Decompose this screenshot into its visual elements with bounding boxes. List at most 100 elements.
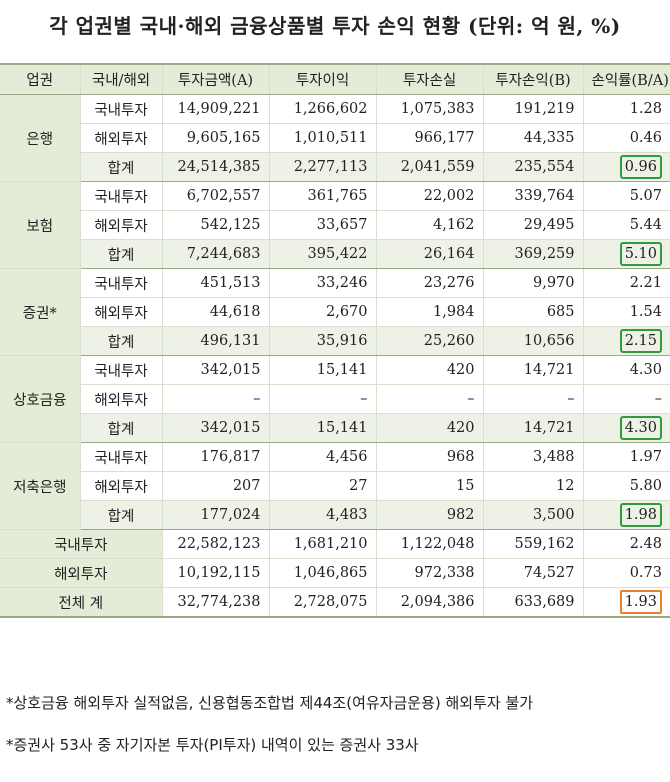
cell-profit: 27: [269, 471, 377, 501]
sector-mutual-finance: 상호금융: [0, 355, 81, 443]
cell-rate: 0.46: [583, 123, 670, 153]
row-label: 국내투자: [80, 268, 163, 298]
header-sector: 업권: [0, 63, 81, 95]
cell-net: 633,689: [483, 587, 584, 618]
row-label: 해외투자: [80, 471, 163, 501]
cell-amount: 451,513: [162, 268, 270, 298]
cell-rate: 4.30: [583, 413, 670, 443]
cell-profit: 15,141: [269, 355, 377, 385]
cell-amount: 6,702,557: [162, 181, 270, 211]
cell-amount: 342,015: [162, 413, 270, 443]
cell-profit: 15,141: [269, 413, 377, 443]
footnote-securities: *증권사 53사 중 자기자본 투자(PI투자) 내역이 있는 증권사 33사: [6, 736, 419, 754]
cell-amount: 9,605,165: [162, 123, 270, 153]
table-row: 보험 국내투자 6,702,557 361,765 22,002 339,764…: [0, 181, 670, 269]
cell-profit: 33,246: [269, 268, 377, 298]
row-label: 해외투자: [0, 558, 163, 588]
header-profit: 투자이익: [269, 63, 377, 95]
table-row: 해외투자 9,605,165 1,010,511 966,177 44,335 …: [0, 123, 670, 153]
cell-rate: 5.07: [583, 181, 670, 211]
footnote-mutual-finance: *상호금융 해외투자 실적없음, 신용협동조합법 제44조(여유자금운용) 해외…: [6, 694, 534, 712]
cell-rate: 1.54: [583, 297, 670, 327]
cell-profit: 1,046,865: [269, 558, 377, 588]
cell-loss: 1,984: [376, 297, 484, 327]
row-label: 국내투자: [80, 355, 163, 385]
cell-amount: 207: [162, 471, 270, 501]
row-label: 해외투자: [80, 123, 163, 153]
cell-net: 74,527: [483, 558, 584, 588]
cell-amount: –: [162, 384, 270, 414]
cell-loss: –: [376, 384, 484, 414]
cell-amount: 32,774,238: [162, 587, 270, 618]
row-label: 합계: [80, 326, 163, 356]
cell-loss: 1,122,048: [376, 529, 484, 559]
cell-net: 559,162: [483, 529, 584, 559]
cell-loss: 972,338: [376, 558, 484, 588]
total-overseas-row: 해외투자 10,192,115 1,046,865 972,338 74,527…: [0, 558, 670, 588]
cell-rate: –: [583, 384, 670, 414]
highlighted-grand-rate: 1.93: [619, 590, 662, 614]
row-label: 합계: [80, 500, 163, 530]
cell-profit: 2,670: [269, 297, 377, 327]
cell-net: 10,656: [483, 326, 584, 356]
cell-amount: 176,817: [162, 442, 270, 472]
cell-rate: 0.73: [583, 558, 670, 588]
cell-loss: 4,162: [376, 210, 484, 240]
cell-amount: 24,514,385: [162, 152, 270, 182]
row-label: 국내투자: [80, 181, 163, 211]
cell-profit: 4,456: [269, 442, 377, 472]
page-title: 각 업권별 국내·해외 금융상품별 투자 손익 현황 (단위: 억 원, %): [49, 14, 621, 38]
cell-net: 12: [483, 471, 584, 501]
cell-rate: 4.30: [583, 355, 670, 385]
cell-loss: 26,164: [376, 239, 484, 269]
cell-rate: 2.21: [583, 268, 670, 298]
cell-amount: 542,125: [162, 210, 270, 240]
cell-profit: 361,765: [269, 181, 377, 211]
table-row: 증권* 국내투자 451,513 33,246 23,276 9,970 2.2…: [0, 268, 670, 356]
cell-loss: 1,075,383: [376, 94, 484, 124]
subtotal-row: 합계 24,514,385 2,277,113 2,041,559 235,55…: [0, 152, 670, 182]
table-row: 은행 국내투자 14,909,221 1,266,602 1,075,383 1…: [0, 94, 670, 182]
table-row: 해외투자 44,618 2,670 1,984 685 1.54: [0, 297, 670, 327]
header-rate: 손익률(B/A): [583, 63, 670, 95]
cell-loss: 420: [376, 355, 484, 385]
cell-amount: 496,131: [162, 326, 270, 356]
cell-amount: 14,909,221: [162, 94, 270, 124]
cell-profit: –: [269, 384, 377, 414]
cell-rate: 1.28: [583, 94, 670, 124]
cell-net: 14,721: [483, 355, 584, 385]
cell-amount: 7,244,683: [162, 239, 270, 269]
row-label: 전체 계: [0, 587, 163, 618]
cell-loss: 982: [376, 500, 484, 530]
cell-loss: 966,177: [376, 123, 484, 153]
cell-amount: 342,015: [162, 355, 270, 385]
row-label: 국내투자: [0, 529, 163, 559]
table-row: 해외투자 542,125 33,657 4,162 29,495 5.44: [0, 210, 670, 240]
header-loss: 투자손실: [376, 63, 484, 95]
header-amount: 투자금액(A): [162, 63, 270, 95]
cell-profit: 1,010,511: [269, 123, 377, 153]
cell-net: 235,554: [483, 152, 584, 182]
total-domestic-row: 국내투자 22,582,123 1,681,210 1,122,048 559,…: [0, 529, 670, 559]
cell-profit: 2,728,075: [269, 587, 377, 618]
table-row: 해외투자 – – – – –: [0, 384, 670, 414]
cell-net: 3,500: [483, 500, 584, 530]
cell-rate: 2.15: [583, 326, 670, 356]
cell-profit: 4,483: [269, 500, 377, 530]
header-domestic-overseas: 국내/해외: [80, 63, 163, 95]
cell-net: 3,488: [483, 442, 584, 472]
subtotal-row: 합계 342,015 15,141 420 14,721 4.30: [0, 413, 670, 443]
cell-net: 339,764: [483, 181, 584, 211]
cell-loss: 25,260: [376, 326, 484, 356]
cell-net: 14,721: [483, 413, 584, 443]
cell-amount: 10,192,115: [162, 558, 270, 588]
cell-profit: 395,422: [269, 239, 377, 269]
row-label: 합계: [80, 413, 163, 443]
row-label: 해외투자: [80, 210, 163, 240]
cell-loss: 22,002: [376, 181, 484, 211]
cell-loss: 15: [376, 471, 484, 501]
cell-loss: 420: [376, 413, 484, 443]
cell-loss: 2,094,386: [376, 587, 484, 618]
row-label: 해외투자: [80, 384, 163, 414]
table-row: 해외투자 207 27 15 12 5.80: [0, 471, 670, 501]
